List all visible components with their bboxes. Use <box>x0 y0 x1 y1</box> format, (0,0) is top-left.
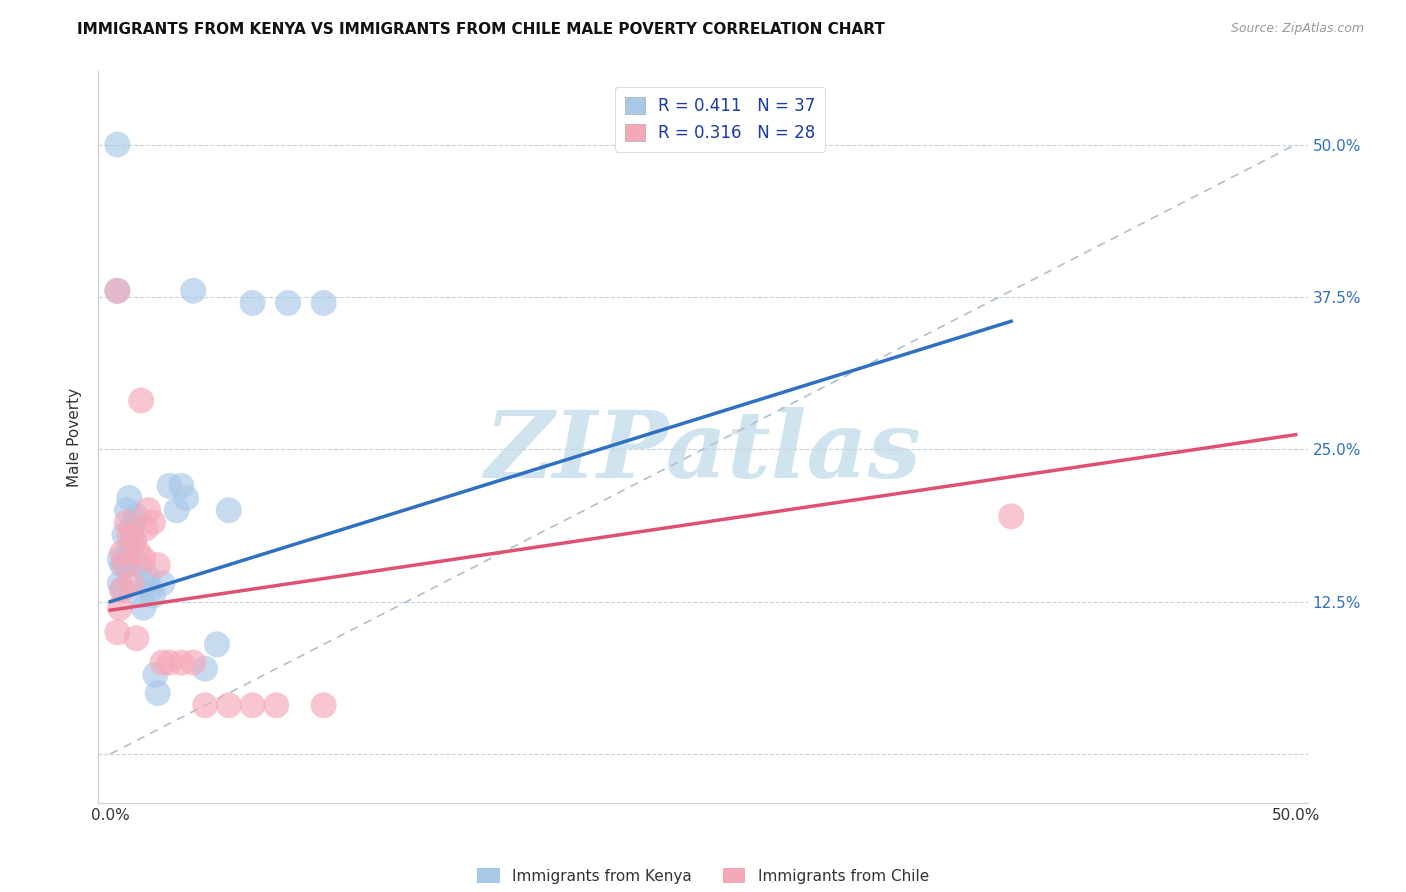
Point <box>114 552 136 566</box>
Point <box>111 582 134 597</box>
Point <box>115 516 138 530</box>
Point <box>159 479 181 493</box>
Legend: Immigrants from Kenya, Immigrants from Chile: Immigrants from Kenya, Immigrants from C… <box>471 862 935 890</box>
Point <box>135 521 157 535</box>
Point <box>129 589 152 603</box>
Point <box>114 527 136 541</box>
Point <box>146 686 169 700</box>
Point <box>174 491 197 505</box>
Point <box>135 576 157 591</box>
Point <box>146 558 169 573</box>
Point <box>264 698 287 713</box>
Point <box>205 637 228 651</box>
Point <box>132 552 155 566</box>
Point <box>312 296 335 310</box>
Point <box>242 296 264 310</box>
Point <box>122 533 145 548</box>
Point <box>122 516 145 530</box>
Point <box>277 296 299 310</box>
Point <box>136 570 159 584</box>
Point <box>142 589 165 603</box>
Point <box>159 656 181 670</box>
Point <box>121 576 143 591</box>
Point <box>118 540 141 554</box>
Point <box>218 698 240 713</box>
Point <box>114 558 136 573</box>
Point <box>170 656 193 670</box>
Point <box>105 284 128 298</box>
Text: Source: ZipAtlas.com: Source: ZipAtlas.com <box>1230 22 1364 36</box>
Point <box>194 698 217 713</box>
Point <box>108 600 131 615</box>
Point <box>142 516 165 530</box>
Point <box>115 558 138 573</box>
Point <box>218 503 240 517</box>
Point <box>108 552 131 566</box>
Point <box>128 558 150 573</box>
Text: ZIPatlas: ZIPatlas <box>485 407 921 497</box>
Point <box>105 625 128 640</box>
Point <box>111 582 134 597</box>
Point <box>111 558 134 573</box>
Text: IMMIGRANTS FROM KENYA VS IMMIGRANTS FROM CHILE MALE POVERTY CORRELATION CHART: IMMIGRANTS FROM KENYA VS IMMIGRANTS FROM… <box>77 22 886 37</box>
Point <box>166 503 188 517</box>
Point <box>143 667 166 681</box>
Point <box>125 632 148 646</box>
Point <box>105 284 128 298</box>
Point <box>152 576 174 591</box>
Point <box>122 533 145 548</box>
Point <box>170 479 193 493</box>
Point <box>152 656 174 670</box>
Point <box>111 546 134 560</box>
Point <box>194 662 217 676</box>
Point <box>118 527 141 541</box>
Point <box>115 503 138 517</box>
Point <box>129 393 152 408</box>
Point <box>108 576 131 591</box>
Point <box>132 600 155 615</box>
Point <box>136 503 159 517</box>
Point <box>128 546 150 560</box>
Point <box>181 656 204 670</box>
Y-axis label: Male Poverty: Male Poverty <box>67 387 83 487</box>
Point <box>1000 509 1022 524</box>
Point <box>312 698 335 713</box>
Point <box>139 582 162 597</box>
Point <box>242 698 264 713</box>
Point <box>125 509 148 524</box>
Point <box>121 521 143 535</box>
Point <box>181 284 204 298</box>
Point <box>105 137 128 152</box>
Point <box>118 491 141 505</box>
